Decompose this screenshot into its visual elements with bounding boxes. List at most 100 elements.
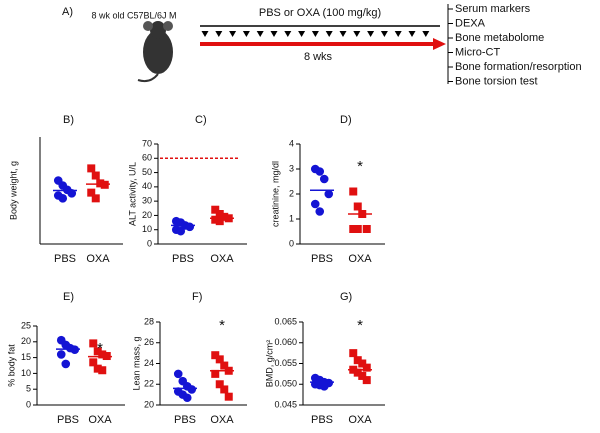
dose-marker bbox=[256, 31, 264, 37]
outcome: Micro-CT bbox=[455, 46, 500, 58]
y-tick-label: 50 bbox=[142, 167, 152, 177]
y-tick-label: 28 bbox=[144, 316, 154, 326]
data-point bbox=[215, 355, 224, 364]
data-point bbox=[358, 359, 367, 368]
data-point bbox=[353, 225, 362, 233]
y-tick-label: 0 bbox=[26, 399, 31, 409]
data-point bbox=[319, 382, 329, 391]
data-point bbox=[349, 187, 358, 196]
data-point bbox=[93, 347, 102, 356]
dose-marker bbox=[394, 31, 402, 37]
y-tick-label: 30 bbox=[142, 196, 152, 206]
mouse-label: 8 wk old C57BL/6J M bbox=[91, 10, 176, 20]
data-point bbox=[324, 189, 334, 199]
y-tick-label: 26 bbox=[144, 337, 154, 347]
y-tick-label: 0.065 bbox=[274, 316, 297, 326]
data-point bbox=[87, 188, 96, 197]
dose-marker bbox=[353, 31, 361, 37]
dose-markers bbox=[201, 31, 430, 37]
data-point bbox=[182, 393, 192, 403]
dose-marker bbox=[311, 31, 319, 37]
chart: F) Lean mass, g20 22 24 26 28 PBS OXA * bbox=[131, 291, 247, 426]
dose-marker bbox=[201, 31, 209, 37]
chart: B) Body weight, g PBS OXA bbox=[8, 114, 123, 265]
data-point bbox=[349, 349, 358, 358]
outcome: Bone formation/resorption bbox=[455, 61, 582, 73]
data-point bbox=[358, 371, 367, 380]
data-point bbox=[362, 363, 371, 372]
x-tick-label: OXA bbox=[210, 414, 234, 426]
y-tick-label: 0 bbox=[147, 238, 152, 248]
data-point bbox=[220, 212, 229, 221]
data-point bbox=[353, 368, 362, 377]
outcome: Bone torsion test bbox=[455, 75, 538, 87]
data-point bbox=[173, 369, 183, 379]
data-point bbox=[87, 164, 96, 173]
dose-marker bbox=[380, 31, 388, 37]
data-point bbox=[58, 194, 68, 203]
data-point bbox=[220, 361, 229, 370]
y-axis-label: BMD, g/cm² bbox=[264, 340, 274, 388]
mouse-icon bbox=[137, 21, 173, 83]
panel-label: A) bbox=[62, 6, 73, 18]
x-tick-label: OXA bbox=[86, 253, 110, 265]
x-tick-label: PBS bbox=[54, 253, 76, 265]
x-tick-label: OXA bbox=[348, 414, 372, 426]
panel-label: D) bbox=[340, 114, 352, 126]
data-point bbox=[89, 339, 98, 348]
y-axis-label: Lean mass, g bbox=[131, 336, 141, 390]
chart: C) ALT activity, U/L 0 10 20 30 40 50 60 70 PBS OXA bbox=[127, 114, 247, 265]
data-point bbox=[211, 351, 220, 360]
x-tick-label: OXA bbox=[348, 253, 372, 265]
y-tick-label: 10 bbox=[142, 224, 152, 234]
significance-label: * bbox=[357, 158, 363, 175]
chart: G) BMD, g/cm² 0.045 0.050 0.055 0.060 0.065 PBS… bbox=[264, 291, 385, 426]
y-tick-label: 20 bbox=[21, 336, 31, 346]
y-tick-label: 1 bbox=[289, 213, 294, 223]
y-tick-label: 25 bbox=[21, 320, 31, 330]
y-tick-label: 15 bbox=[21, 352, 31, 362]
data-point bbox=[220, 385, 229, 394]
data-point bbox=[211, 369, 220, 378]
y-tick-label: 2 bbox=[289, 188, 294, 198]
x-tick-label: PBS bbox=[311, 253, 333, 265]
dose-marker bbox=[408, 31, 416, 37]
data-point bbox=[353, 356, 362, 365]
data-point bbox=[362, 225, 371, 233]
outcome-list: Serum markers DEXA Bone metabolome Micro-CT… bbox=[448, 3, 582, 87]
data-point bbox=[61, 359, 71, 369]
y-tick-label: 5 bbox=[26, 384, 31, 394]
data-point bbox=[91, 171, 100, 180]
x-tick-label: PBS bbox=[172, 253, 194, 265]
dose-marker bbox=[367, 31, 375, 37]
panel-label: E) bbox=[63, 291, 74, 303]
y-tick-label: 10 bbox=[21, 368, 31, 378]
y-tick-label: 0.045 bbox=[274, 399, 297, 409]
dose-marker bbox=[270, 31, 278, 37]
dose-marker bbox=[229, 31, 237, 37]
outcome: Bone metabolome bbox=[455, 32, 544, 44]
y-tick-label: 70 bbox=[142, 138, 152, 148]
treatment-label: PBS or OXA (100 mg/kg) bbox=[259, 7, 381, 19]
data-point bbox=[315, 207, 325, 216]
panel-label: B) bbox=[63, 114, 74, 126]
chart: E) % body fat 0 5 10 15 20 25 PBS OXA * bbox=[6, 291, 125, 426]
y-axis-label: % body fat bbox=[6, 344, 16, 387]
significance-label: * bbox=[357, 317, 363, 334]
y-tick-label: 60 bbox=[142, 153, 152, 163]
data-point bbox=[310, 199, 320, 209]
y-tick-label: 3 bbox=[289, 163, 294, 173]
data-point bbox=[176, 226, 186, 236]
dose-marker bbox=[422, 31, 430, 37]
y-tick-label: 22 bbox=[144, 379, 154, 389]
data-point bbox=[215, 210, 224, 218]
x-tick-label: OXA bbox=[210, 253, 234, 265]
significance-label: * bbox=[97, 340, 103, 357]
y-tick-label: 40 bbox=[142, 181, 152, 191]
data-point bbox=[215, 380, 224, 389]
data-point bbox=[93, 364, 102, 373]
significance-label: * bbox=[219, 317, 225, 334]
data-point bbox=[353, 202, 362, 211]
x-tick-label: PBS bbox=[57, 414, 79, 426]
y-tick-label: 20 bbox=[142, 210, 152, 220]
